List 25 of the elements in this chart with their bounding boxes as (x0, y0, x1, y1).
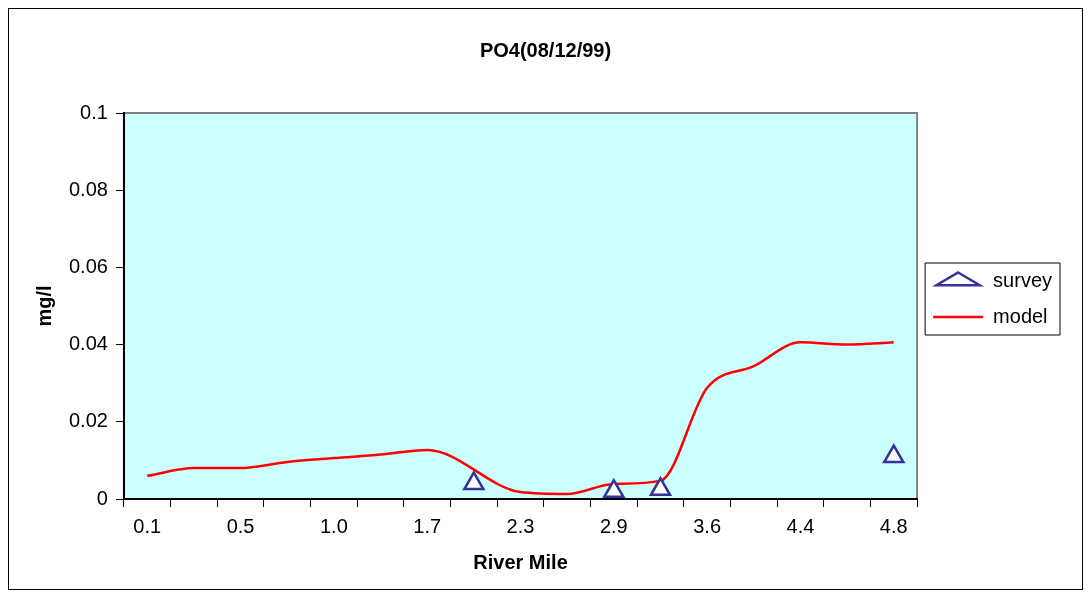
x-tick-label: 4.4 (786, 514, 815, 537)
point (463, 471, 485, 491)
y-tick-label: 0.06 (68, 254, 108, 277)
x-axis-title: River Mile (473, 550, 568, 573)
y-tick-label: 0.02 (68, 409, 108, 432)
x-tick-label: 0.5 (226, 514, 255, 537)
x-tick-label: 1.7 (413, 514, 442, 537)
y-tick-label: 0 (96, 486, 108, 509)
chart-title: PO4(08/12/99) (479, 38, 612, 61)
point (882, 444, 905, 464)
x-tick-label: 1.0 (319, 514, 348, 537)
x-tick-label: 2.3 (506, 514, 535, 537)
y-axis-title: mg/l (32, 285, 55, 327)
x-tick-label: 3.6 (693, 514, 722, 537)
point (603, 479, 625, 499)
point (649, 477, 672, 497)
x-tick-label: 2.9 (599, 514, 628, 537)
x-tick-label: 0.1 (133, 514, 162, 537)
x-tick-label: 4.8 (879, 514, 908, 537)
y-tick-label: 0.08 (68, 177, 108, 200)
y-tick-label: 0.1 (80, 100, 108, 123)
y-tick-label: 0.04 (68, 332, 108, 355)
legend-label: survey (993, 268, 1052, 291)
legend-label: model (993, 304, 1048, 327)
line-series (146, 341, 896, 496)
